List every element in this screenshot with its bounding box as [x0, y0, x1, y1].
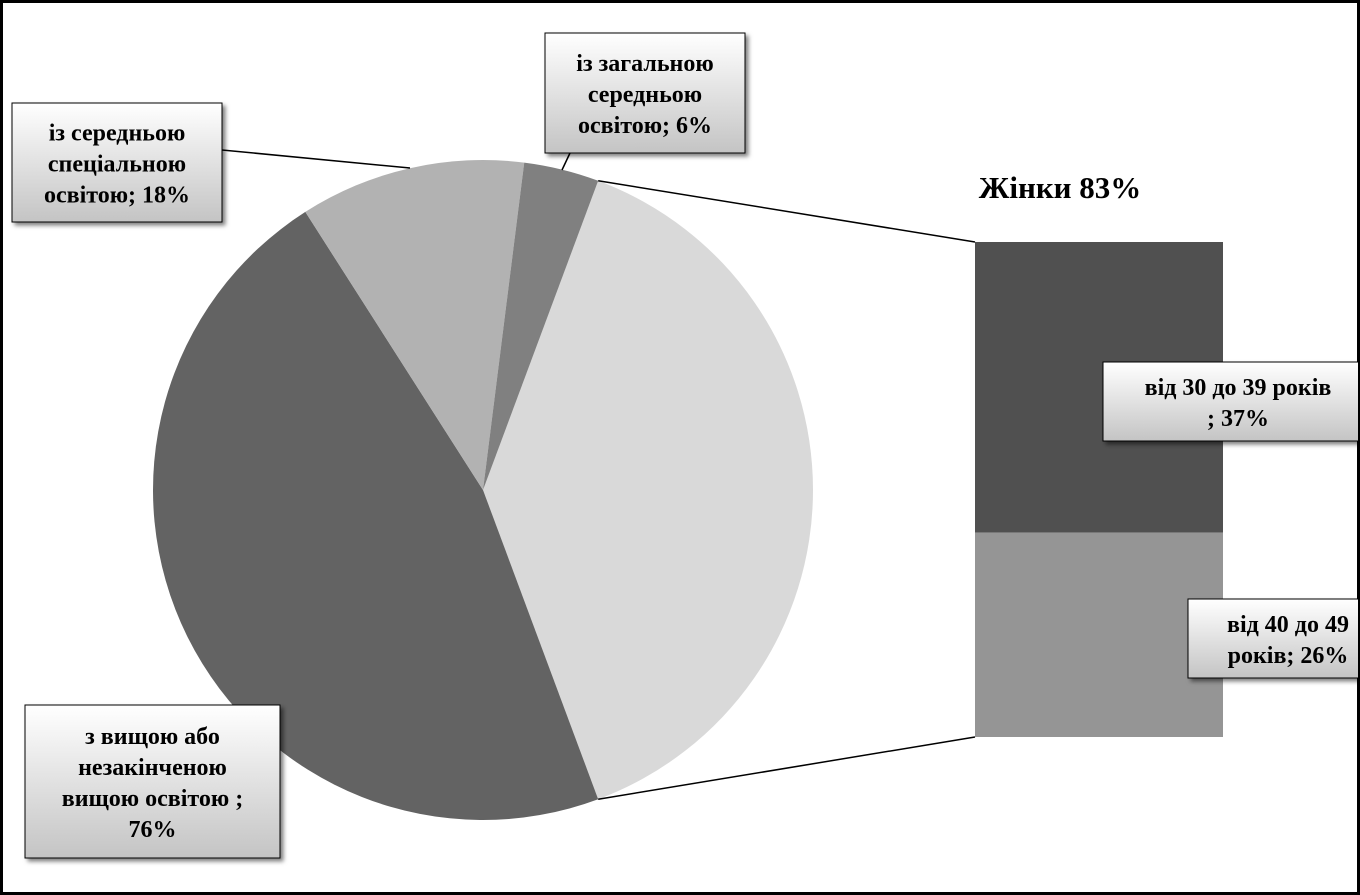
data-label: від 40 до 49 — [1227, 612, 1349, 638]
data-label: освітою; 6% — [578, 113, 712, 139]
data-label: років; 26% — [1228, 643, 1349, 669]
plot-area: з вищою або незакінченою вищою освітою ; 76… — [11, 32, 1358, 859]
data-label: незакінченою — [78, 755, 227, 781]
leader-line — [561, 152, 571, 171]
data-label: із середньою — [49, 121, 186, 147]
pie-slice — [483, 162, 599, 490]
bar-segment — [975, 532, 1223, 737]
data-label: вищою освітою ; — [62, 786, 243, 812]
data-label: 76% — [129, 817, 177, 843]
data-label: середньою — [588, 82, 702, 108]
data-label: освітою; 18% — [44, 183, 190, 209]
data-label: спеціальною — [48, 152, 186, 178]
data-label-box — [544, 32, 746, 154]
data-label-box — [1102, 361, 1358, 442]
data-label: із загальною — [576, 51, 713, 77]
leader-line — [221, 149, 411, 169]
connector-line — [598, 180, 976, 243]
pie-slice — [305, 159, 525, 490]
data-label-box — [11, 102, 223, 223]
data-label-box — [1187, 598, 1358, 679]
pie-slice — [153, 211, 599, 820]
data-label: від 30 до 39 років — [1145, 375, 1332, 401]
data-label: ; 37% — [1207, 406, 1269, 432]
connector-line — [598, 736, 976, 800]
data-label-box — [24, 704, 281, 859]
pie-slice-other — [483, 180, 813, 800]
bar-title: Жінки 83% — [979, 170, 1142, 205]
data-label: з вищою або — [85, 724, 220, 750]
